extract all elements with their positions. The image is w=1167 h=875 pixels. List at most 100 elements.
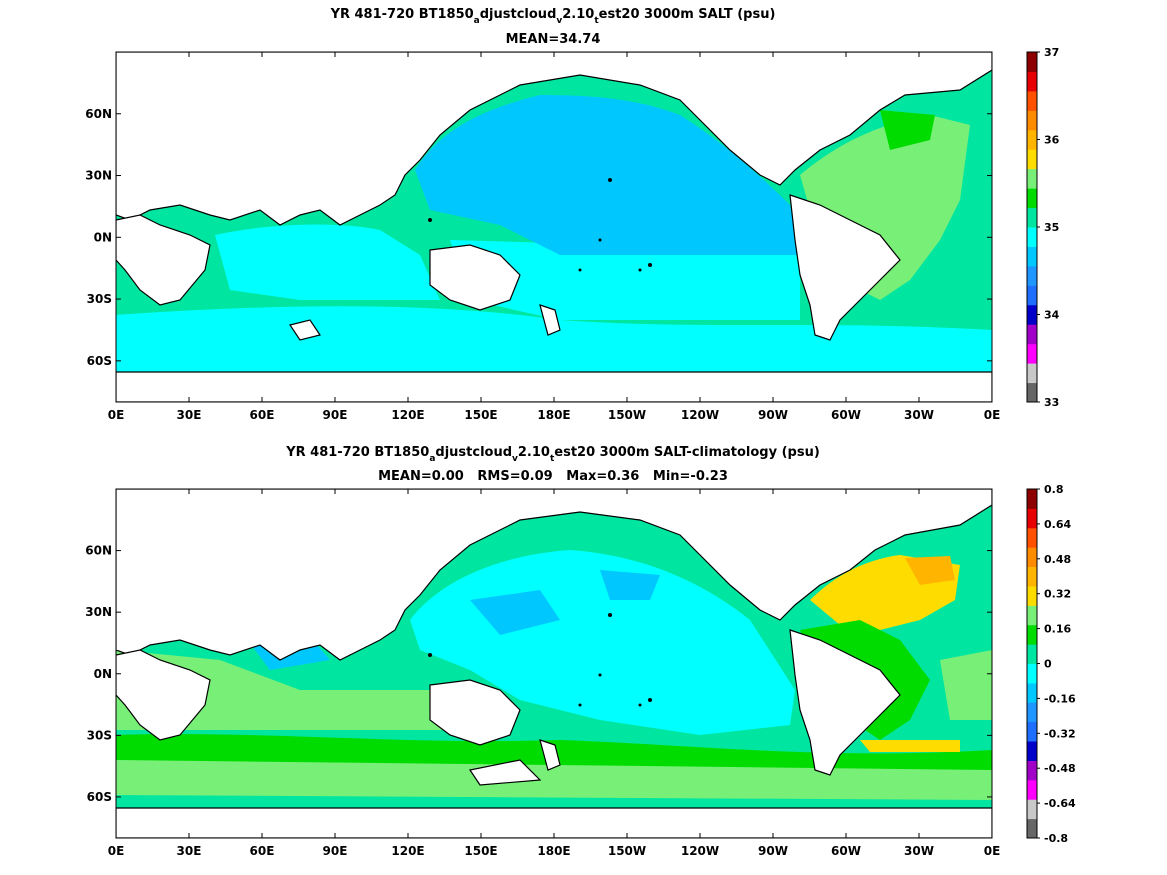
y-tick-label: 30S xyxy=(87,728,112,742)
colorbar-swatch xyxy=(1027,324,1037,345)
y-tick-label: 30N xyxy=(85,605,112,619)
africa xyxy=(116,649,211,741)
x-tick-label: 120W xyxy=(681,844,719,858)
x-tick-label: 90E xyxy=(323,844,348,858)
colorbar-swatch xyxy=(1027,110,1037,131)
north-atlantic-max xyxy=(905,556,955,585)
y-tick-label: 60N xyxy=(85,107,112,121)
colorbar-swatch xyxy=(1027,363,1037,384)
south-atlantic-positive xyxy=(860,740,960,752)
labrador-region xyxy=(880,110,935,150)
x-tick-label: 150W xyxy=(608,844,646,858)
panel-bottom-title: YR 481-720 BT1850adjustcloudv2.10test20 … xyxy=(285,445,820,464)
antarctica xyxy=(116,371,992,402)
panel-top-subtitle: MEAN=34.74 xyxy=(506,32,601,47)
pacific-patch xyxy=(600,570,660,600)
colorbar-swatch xyxy=(1027,682,1037,703)
x-tick-label: 90W xyxy=(758,408,788,422)
x-tick-label: 0E xyxy=(984,408,1001,422)
colorbar-swatch xyxy=(1027,741,1037,761)
ridge-gap xyxy=(469,759,542,786)
colorbar-swatch xyxy=(1027,702,1037,723)
colorbar-swatch xyxy=(1027,227,1037,247)
colorbar-swatch xyxy=(1027,90,1037,111)
x-tick-label: 30E xyxy=(177,408,202,422)
south-atlantic-region xyxy=(940,650,992,720)
y-tick-label: 60S xyxy=(87,354,112,368)
colorbar-swatch xyxy=(1027,644,1037,664)
x-tick-label: 90E xyxy=(323,408,348,422)
australia xyxy=(429,679,521,746)
island-dots xyxy=(428,178,652,272)
colorbar-swatch xyxy=(1027,285,1037,306)
colorbar-label: 0 xyxy=(1044,658,1052,671)
y-tick-label: 30N xyxy=(85,169,112,183)
colorbar-swatch xyxy=(1027,168,1037,189)
pacific-patch xyxy=(470,590,560,635)
panel-bottom-subtitle: MEAN=0.00 RMS=0.09 Max=0.36 Min=-0.23 xyxy=(378,469,728,484)
australia xyxy=(429,244,521,311)
colorbar-swatch xyxy=(1027,566,1037,587)
x-tick-label: 30W xyxy=(904,408,934,422)
y-tick-label: 60S xyxy=(87,790,112,804)
island-dots xyxy=(428,613,652,707)
new-zealand xyxy=(539,304,561,336)
colorbar-swatch xyxy=(1027,585,1037,606)
panel-top-colorbar: 37 36 35 34 33 xyxy=(1026,46,1060,409)
colorbar-label: 0.16 xyxy=(1044,623,1071,636)
colorbar-swatch xyxy=(1027,382,1037,403)
colorbar-swatch xyxy=(1027,760,1037,781)
x-tick-label: 0E xyxy=(108,408,125,422)
y-tick-label: 0N xyxy=(94,667,112,681)
colorbar-swatch xyxy=(1027,799,1037,820)
x-tick-label: 150E xyxy=(464,408,497,422)
northern-continents xyxy=(116,489,992,661)
y-tick-label: 0N xyxy=(94,230,112,244)
south-america xyxy=(789,629,901,776)
panel-top: YR 481-720 BT1850adjustcloudv2.10test20 … xyxy=(85,7,1059,422)
x-tick-label: 180E xyxy=(537,844,570,858)
panel-bottom-map xyxy=(116,489,992,838)
south-america xyxy=(789,194,901,341)
colorbar-swatch xyxy=(1027,343,1037,364)
colorbar-label: 0.32 xyxy=(1044,588,1071,601)
africa xyxy=(116,214,211,306)
colorbar-swatch xyxy=(1027,71,1037,92)
colorbar-label: -0.64 xyxy=(1044,797,1076,810)
colorbar-swatch xyxy=(1027,265,1037,286)
colorbar-label: -0.8 xyxy=(1044,832,1068,845)
colorbar-label: 0.48 xyxy=(1044,553,1071,566)
x-tick-label: 120E xyxy=(391,844,424,858)
colorbar-label: -0.16 xyxy=(1044,692,1076,705)
x-tick-label: 150E xyxy=(464,844,497,858)
x-tick-label: 0E xyxy=(984,844,1001,858)
northern-continents xyxy=(116,52,992,226)
southern-ocean-region xyxy=(116,306,992,372)
colorbar-swatch xyxy=(1027,129,1037,150)
colorbar-swatch xyxy=(1027,52,1037,72)
x-tick-label: 30W xyxy=(904,844,934,858)
x-tick-label: 120W xyxy=(681,408,719,422)
colorbar-swatch xyxy=(1027,721,1037,742)
panel-top-x-axis: 0E 30E 60E 90E 120E 150E 180E 150W 120W 90W 60W 30W… xyxy=(108,52,1001,422)
land-masses xyxy=(116,52,992,402)
colorbar-label: 33 xyxy=(1044,396,1059,409)
land-masses xyxy=(116,489,992,838)
x-tick-label: 150W xyxy=(608,408,646,422)
colorbar-label: -0.32 xyxy=(1044,727,1076,740)
colorbar-label: 37 xyxy=(1044,46,1059,59)
indian-ocean-region xyxy=(215,224,440,300)
new-zealand xyxy=(539,739,561,771)
colorbar-swatch xyxy=(1027,489,1037,509)
colorbar-label: 36 xyxy=(1044,134,1060,147)
x-tick-label: 30E xyxy=(177,844,202,858)
colorbar-swatch xyxy=(1027,149,1037,170)
colorbar-label: -0.48 xyxy=(1044,762,1076,775)
colorbar-swatch xyxy=(1027,304,1037,325)
panel-bottom-y-axis: 60N 30N 0N 30S 60S xyxy=(85,544,992,804)
colorbar-swatch xyxy=(1027,188,1037,209)
southern-ocean-lightgreen xyxy=(116,760,992,800)
antarctica xyxy=(116,807,992,838)
x-tick-label: 60E xyxy=(250,844,275,858)
